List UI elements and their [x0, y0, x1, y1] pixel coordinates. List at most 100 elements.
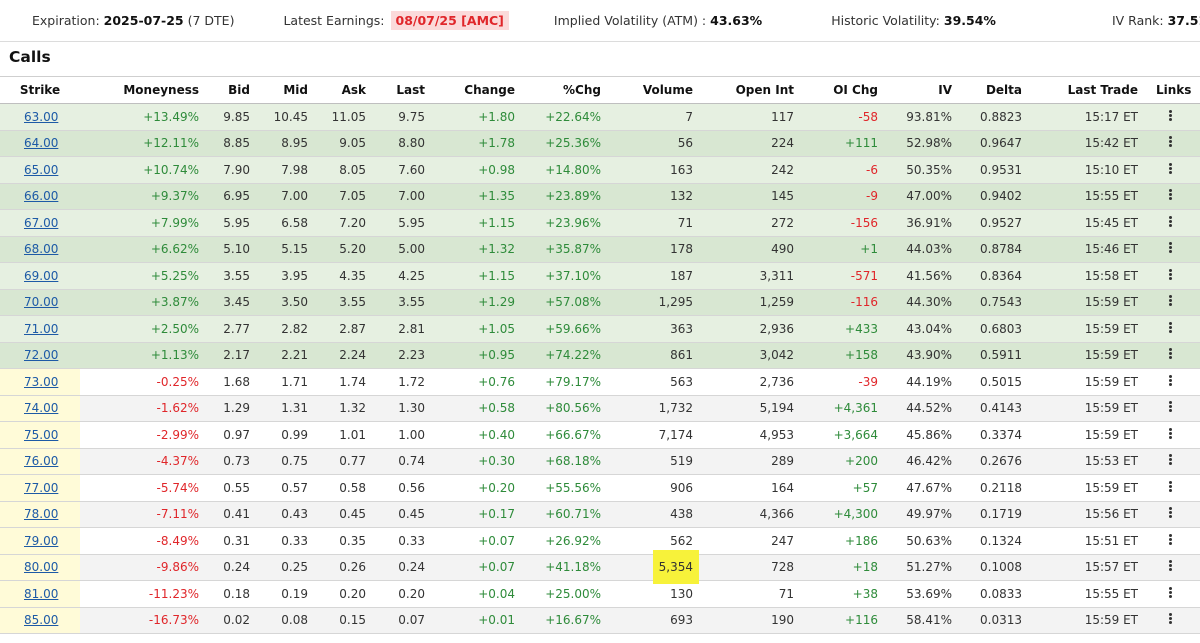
iv-label: Implied Volatility (ATM) :: [553, 13, 707, 28]
table-row[interactable]: 77.00 -5.74% 0.55 0.57 0.58 0.56 +0.20 +55.56% 9…: [0, 474, 1200, 502]
kebab-menu-icon[interactable]: [1169, 347, 1172, 360]
delta-cell: 0.0313: [961, 607, 1031, 634]
kebab-menu-icon[interactable]: [1169, 533, 1172, 546]
iv-cell: 47.67%: [887, 474, 961, 502]
kebab-menu-icon[interactable]: [1169, 400, 1172, 413]
column-header-change[interactable]: Change: [434, 76, 524, 104]
table-row[interactable]: 73.00 -0.25% 1.68 1.71 1.74 1.72 +0.76 +79.17% 5…: [0, 368, 1200, 396]
column-header-iv[interactable]: IV: [887, 76, 961, 104]
mid-cell: 0.43: [259, 501, 317, 528]
table-row[interactable]: 64.00 +12.11% 8.85 8.95 9.05 8.80 +1.78 +25.36%…: [0, 130, 1200, 157]
table-row[interactable]: 66.00 +9.37% 6.95 7.00 7.05 7.00 +1.35 +23.89% 1…: [0, 183, 1200, 210]
strike-link[interactable]: 77.00: [24, 480, 59, 495]
table-row[interactable]: 78.00 -7.11% 0.41 0.43 0.45 0.45 +0.17 +60.71% 4…: [0, 501, 1200, 528]
table-row[interactable]: 76.00 -4.37% 0.73 0.75 0.77 0.74 +0.30 +68.18% 5…: [0, 448, 1200, 475]
table-row[interactable]: 67.00 +7.99% 5.95 6.58 7.20 5.95 +1.15 +23.96% 7…: [0, 209, 1200, 237]
volume-cell: 519: [610, 448, 702, 475]
strike-link[interactable]: 72.00: [24, 348, 59, 363]
earnings-info: Latest Earnings: 08/07/25 [AMC]: [283, 10, 509, 32]
strike-link[interactable]: 66.00: [24, 189, 59, 204]
column-header-ask[interactable]: Ask: [317, 76, 375, 104]
pchg-cell: +35.87%: [524, 236, 610, 263]
kebab-menu-icon[interactable]: [1169, 427, 1172, 440]
strike-link[interactable]: 70.00: [24, 295, 59, 310]
table-row[interactable]: 71.00 +2.50% 2.77 2.82 2.87 2.81 +1.05 +59.66% 3…: [0, 315, 1200, 343]
moneyness-cell: +7.99%: [80, 209, 208, 237]
strike-link[interactable]: 68.00: [24, 242, 59, 257]
kebab-menu-icon[interactable]: [1169, 241, 1172, 254]
table-row[interactable]: 80.00 -9.86% 0.24 0.25 0.26 0.24 +0.07 +41.18% 5…: [0, 550, 1200, 585]
kebab-menu-icon[interactable]: [1169, 162, 1172, 175]
kebab-menu-icon[interactable]: [1169, 506, 1172, 519]
iv-cell: 45.86%: [887, 421, 961, 449]
last-cell: 1.72: [375, 368, 434, 396]
column-header-delta[interactable]: Delta: [961, 76, 1031, 104]
kebab-menu-icon[interactable]: [1169, 559, 1172, 572]
table-row[interactable]: 85.00 -16.73% 0.02 0.08 0.15 0.07 +0.01 +16.67%…: [0, 607, 1200, 634]
ask-cell: 8.05: [317, 156, 375, 184]
column-header-pchg[interactable]: %Chg: [524, 76, 610, 104]
table-row[interactable]: 63.00 +13.49% 9.85 10.45 11.05 9.75 +1.80 +22.6…: [0, 103, 1200, 131]
kebab-menu-icon[interactable]: [1169, 215, 1172, 228]
iv-cell: 58.41%: [887, 607, 961, 634]
table-row[interactable]: 69.00 +5.25% 3.55 3.95 4.35 4.25 +1.15 +37.10% 1…: [0, 262, 1200, 290]
kebab-menu-icon[interactable]: [1169, 612, 1172, 625]
table-row[interactable]: 68.00 +6.62% 5.10 5.15 5.20 5.00 +1.32 +35.87% 1…: [0, 236, 1200, 263]
column-header-strike[interactable]: Strike: [0, 76, 80, 104]
volume-cell: 187: [610, 262, 702, 290]
table-row[interactable]: 79.00 -8.49% 0.31 0.33 0.35 0.33 +0.07 +26.92% 5…: [0, 527, 1200, 555]
column-header-oi-chg[interactable]: OI Chg: [803, 76, 887, 104]
table-row[interactable]: 65.00 +10.74% 7.90 7.98 8.05 7.60 +0.98 +14.80%…: [0, 156, 1200, 184]
pchg-cell: +16.67%: [524, 607, 610, 634]
iv-cell: 44.30%: [887, 289, 961, 316]
kebab-menu-icon[interactable]: [1169, 374, 1172, 387]
column-header-bid[interactable]: Bid: [208, 76, 259, 104]
open-int-cell: 190: [702, 607, 803, 634]
column-header-moneyness[interactable]: Moneyness: [80, 76, 208, 104]
column-header-last-trade[interactable]: Last Trade: [1031, 76, 1147, 104]
delta-cell: 0.1719: [961, 501, 1031, 528]
table-row[interactable]: 75.00 -2.99% 0.97 0.99 1.01 1.00 +0.40 +66.67% 7…: [0, 421, 1200, 449]
strike-link[interactable]: 74.00: [24, 401, 59, 416]
kebab-menu-icon[interactable]: [1169, 321, 1172, 334]
kebab-menu-icon[interactable]: [1169, 453, 1172, 466]
table-row[interactable]: 81.00 -11.23% 0.18 0.19 0.20 0.20 +0.04 +25.00%…: [0, 580, 1200, 608]
strike-link[interactable]: 73.00: [24, 374, 59, 389]
strike-link[interactable]: 76.00: [24, 454, 59, 469]
kebab-menu-icon[interactable]: [1169, 586, 1172, 599]
strike-link[interactable]: 63.00: [24, 109, 59, 124]
kebab-menu-icon[interactable]: [1169, 135, 1172, 148]
strike-link[interactable]: 79.00: [24, 533, 59, 548]
strike-link[interactable]: 71.00: [24, 321, 59, 336]
ask-cell: 11.05: [317, 103, 375, 131]
table-row[interactable]: 74.00 -1.62% 1.29 1.31 1.32 1.30 +0.58 +80.56% 1…: [0, 395, 1200, 422]
strike-link[interactable]: 81.00: [24, 586, 59, 601]
delta-cell: 0.9647: [961, 130, 1031, 157]
kebab-menu-icon[interactable]: [1169, 480, 1172, 493]
column-header-volume[interactable]: Volume: [610, 76, 702, 104]
table-row[interactable]: 70.00 +3.87% 3.45 3.50 3.55 3.55 +1.29 +57.08% 1…: [0, 289, 1200, 316]
table-header-row: Strike Moneyness Bid Mid Ask Last Change %Chg Vo…: [0, 76, 1200, 104]
oi-chg-cell: -116: [803, 289, 887, 316]
column-header-last[interactable]: Last: [375, 76, 434, 104]
column-header-open-int[interactable]: Open Int: [702, 76, 803, 104]
change-cell: +0.04: [434, 580, 524, 608]
strike-link[interactable]: 78.00: [24, 507, 59, 522]
kebab-menu-icon[interactable]: [1169, 294, 1172, 307]
strike-link[interactable]: 69.00: [24, 268, 59, 283]
strike-cell: 67.00: [0, 209, 80, 237]
strike-link[interactable]: 67.00: [24, 215, 59, 230]
strike-link[interactable]: 64.00: [24, 136, 59, 151]
moneyness-cell: -8.49%: [80, 527, 208, 555]
strike-link[interactable]: 65.00: [24, 162, 59, 177]
kebab-menu-icon[interactable]: [1169, 268, 1172, 281]
oi-chg-cell: +57: [803, 474, 887, 502]
strike-link[interactable]: 85.00: [24, 613, 59, 628]
kebab-menu-icon[interactable]: [1169, 188, 1172, 201]
column-header-links[interactable]: Links: [1147, 76, 1200, 104]
kebab-menu-icon[interactable]: [1169, 109, 1172, 122]
strike-link[interactable]: 75.00: [24, 427, 59, 442]
table-row[interactable]: 72.00 +1.13% 2.17 2.21 2.24 2.23 +0.95 +74.22% 8…: [0, 342, 1200, 369]
column-header-mid[interactable]: Mid: [259, 76, 317, 104]
strike-link[interactable]: 80.00: [24, 560, 59, 575]
